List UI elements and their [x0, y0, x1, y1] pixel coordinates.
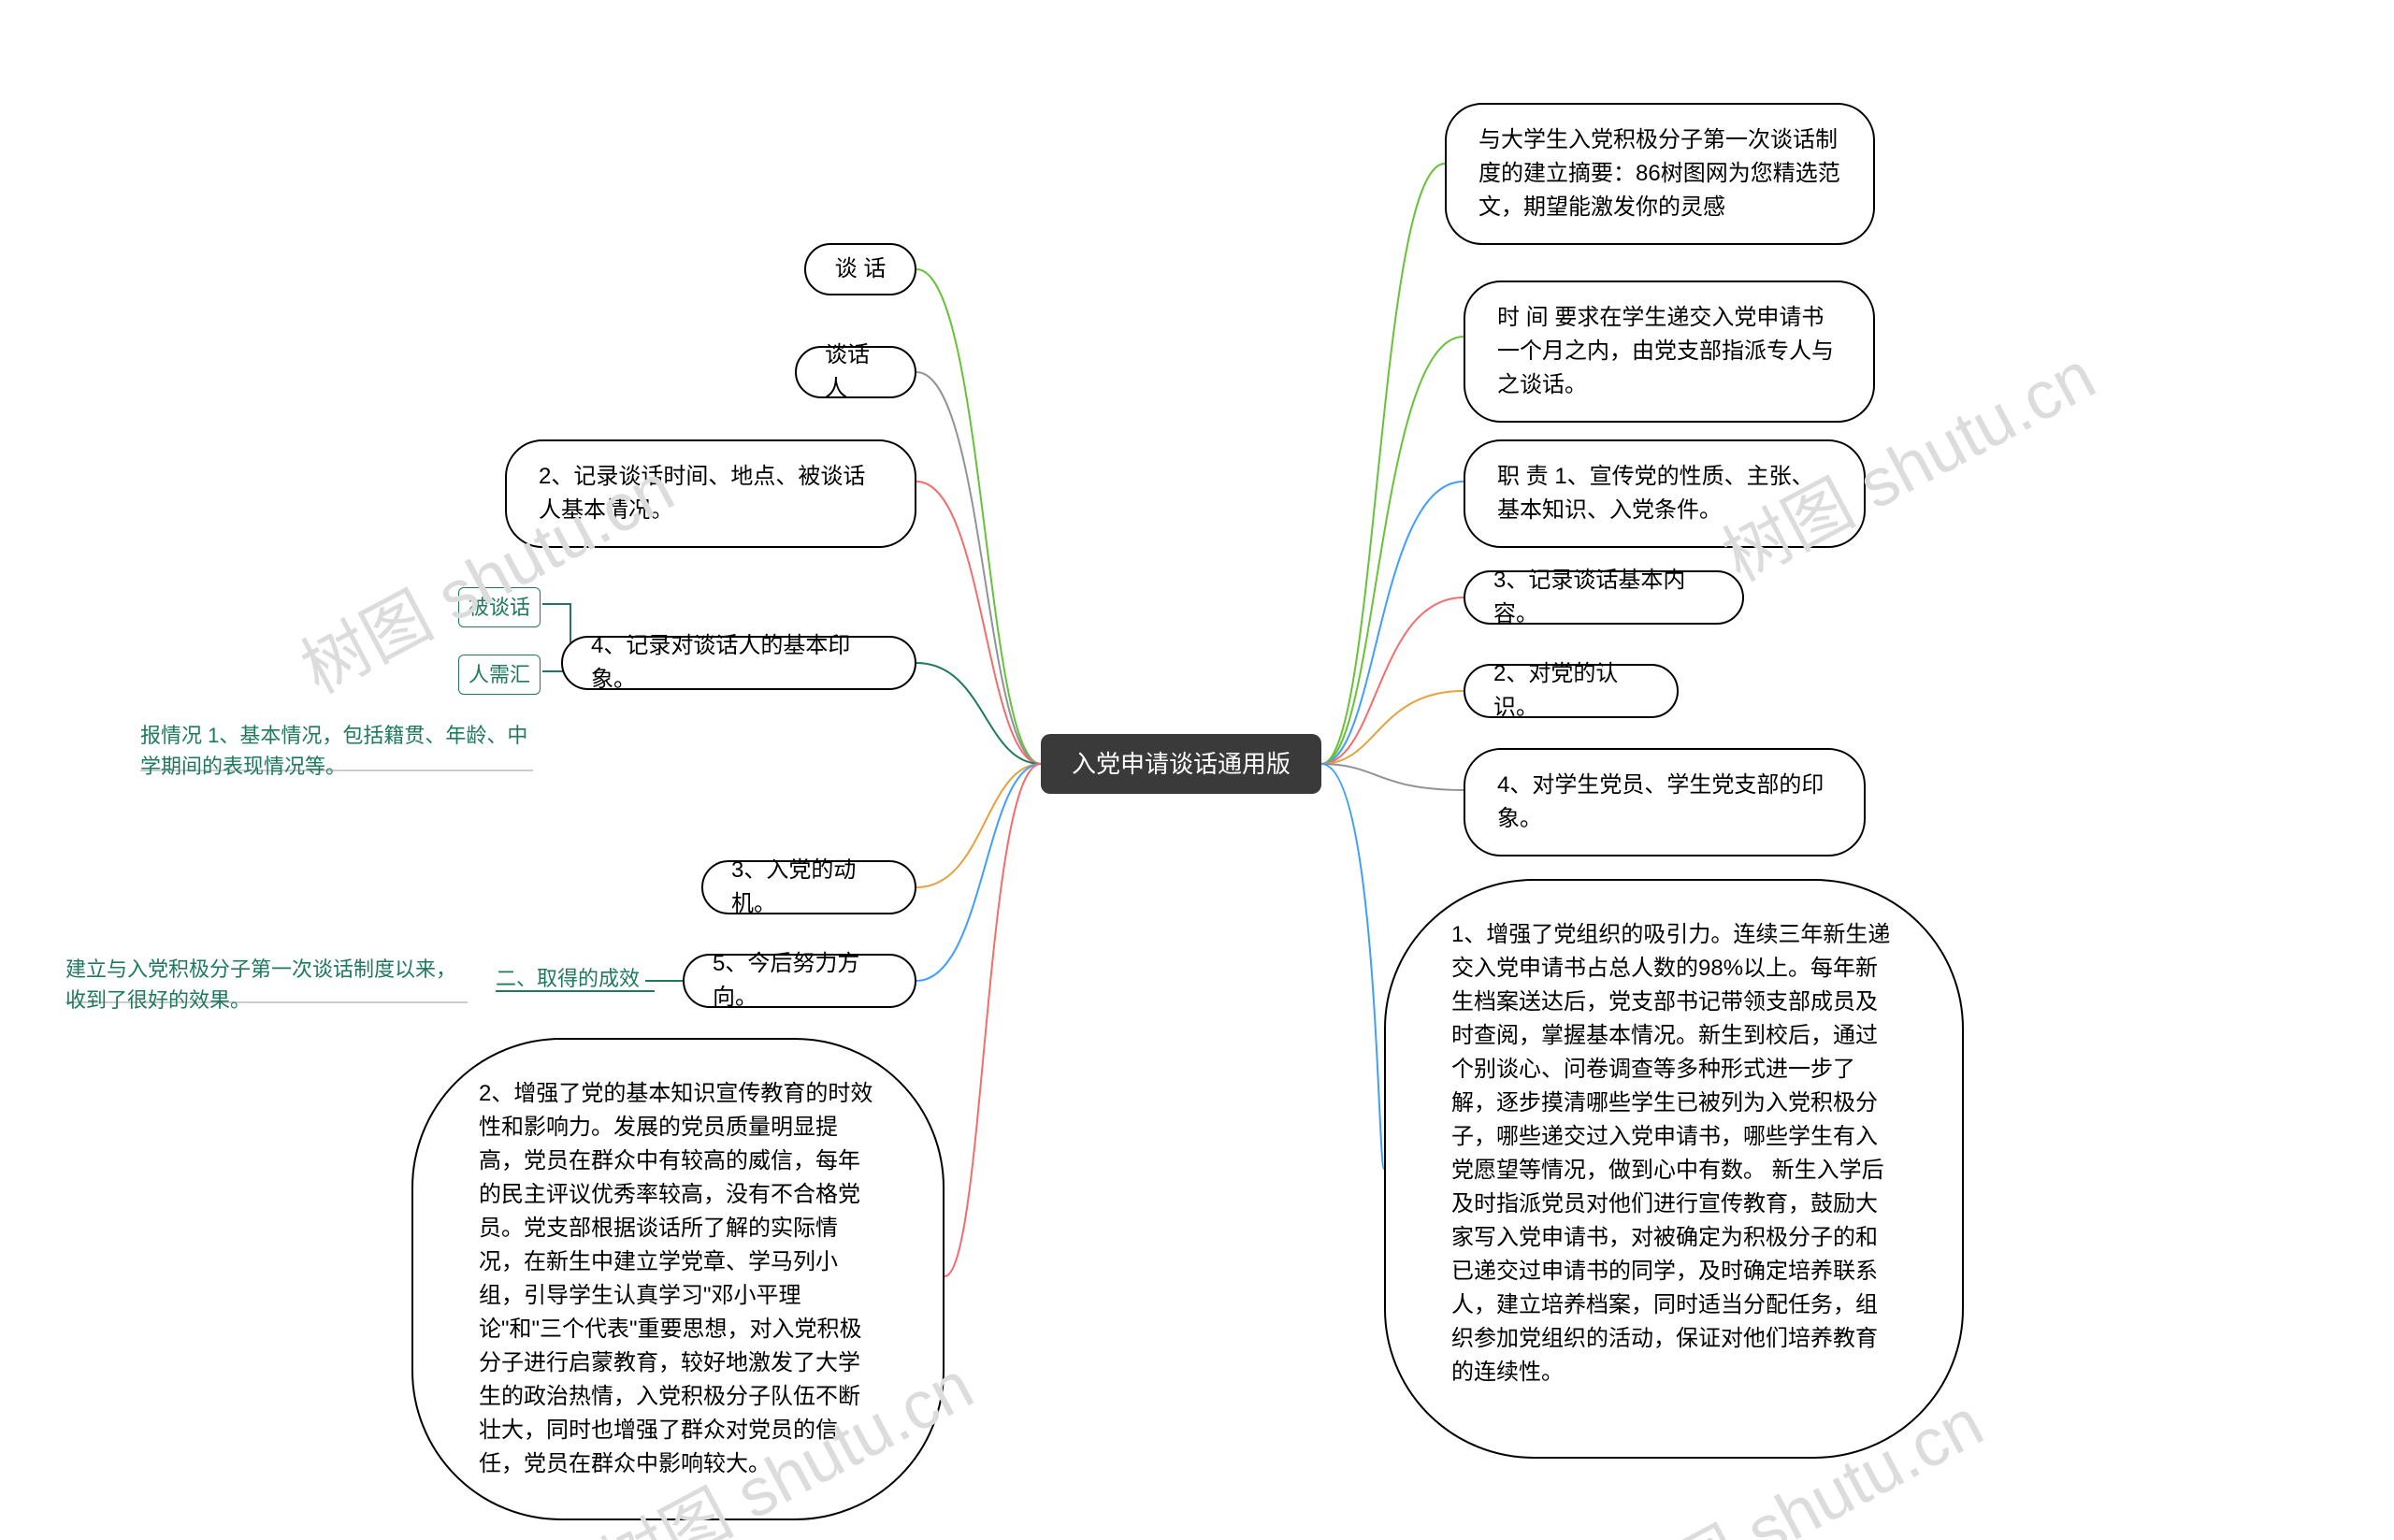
right-node-r4[interactable]: 3、记录谈话基本内容。 [1464, 570, 1744, 625]
node-label: 2、增强了党的基本知识宣传教育的时效性和影响力。发展的党员质量明显提高，党员在群… [479, 1077, 877, 1481]
leaf-lf5: 建立与入党积极分子第一次谈话制度以来，收到了很好的效果。 [65, 954, 468, 1015]
node-label: 1、增强了党组织的吸引力。连续三年新生递交入党申请书占总人数的98%以上。每年新… [1451, 918, 1896, 1389]
left-node-l2[interactable]: 谈话人 [795, 346, 916, 398]
node-label: 4、对学生党员、学生党支部的印象。 [1497, 769, 1832, 836]
node-label: 3、入党的动机。 [731, 854, 887, 921]
left-node-l5[interactable]: 3、入党的动机。 [701, 860, 916, 914]
right-node-r6[interactable]: 4、对学生党员、学生党支部的印象。 [1464, 748, 1866, 856]
node-label: 谈 话 [835, 252, 887, 286]
right-node-r7[interactable]: 1、增强了党组织的吸引力。连续三年新生递交入党申请书占总人数的98%以上。每年新… [1384, 879, 1964, 1459]
left-node-l4[interactable]: 4、记录对谈话人的基本印象。 [561, 636, 916, 690]
node-label: 职 责 1、宣传党的性质、主张、基本知识、入党条件。 [1497, 460, 1832, 527]
node-label: 3、记录谈话基本内容。 [1493, 564, 1714, 631]
left-node-l1[interactable]: 谈 话 [804, 243, 916, 295]
node-label: 5、今后努力方向。 [713, 947, 887, 1015]
node-label: 时 间 要求在学生递交入党申请书一个月之内，由党支部指派专人与之谈话。 [1497, 301, 1841, 402]
leaf-lf3: 报情况 1、基本情况，包括籍贯、年龄、中学期间的表现情况等。 [140, 720, 533, 782]
center-node[interactable]: 入党申请谈话通用版 [1041, 734, 1321, 794]
left-node-l3[interactable]: 2、记录谈话时间、地点、被谈话人基本情况。 [505, 439, 916, 548]
right-node-r1[interactable]: 与大学生入党积极分子第一次谈话制度的建立摘要：86树图网为您精选范文，期望能激发… [1445, 103, 1875, 245]
node-label: 2、记录谈话时间、地点、被谈话人基本情况。 [539, 460, 883, 527]
right-node-r5[interactable]: 2、对党的认识。 [1464, 664, 1679, 718]
left-node-l6[interactable]: 5、今后努力方向。 [683, 954, 916, 1008]
right-node-r3[interactable]: 职 责 1、宣传党的性质、主张、基本知识、入党条件。 [1464, 439, 1866, 548]
leaf-lf4: 二、取得的成效 [496, 963, 640, 994]
node-label: 谈话人 [825, 338, 887, 406]
left-node-l7[interactable]: 2、增强了党的基本知识宣传教育的时效性和影响力。发展的党员质量明显提高，党员在群… [411, 1038, 945, 1520]
leaf-lf1: 被谈话 [458, 587, 541, 627]
node-label: 与大学生入党积极分子第一次谈话制度的建立摘要：86树图网为您精选范文，期望能激发… [1478, 123, 1841, 224]
node-label: 4、记录对谈话人的基本印象。 [591, 629, 887, 697]
right-node-r2[interactable]: 时 间 要求在学生递交入党申请书一个月之内，由党支部指派专人与之谈话。 [1464, 281, 1875, 423]
leaf-lf2: 人需汇 [458, 655, 541, 695]
node-label: 2、对党的认识。 [1493, 657, 1649, 725]
